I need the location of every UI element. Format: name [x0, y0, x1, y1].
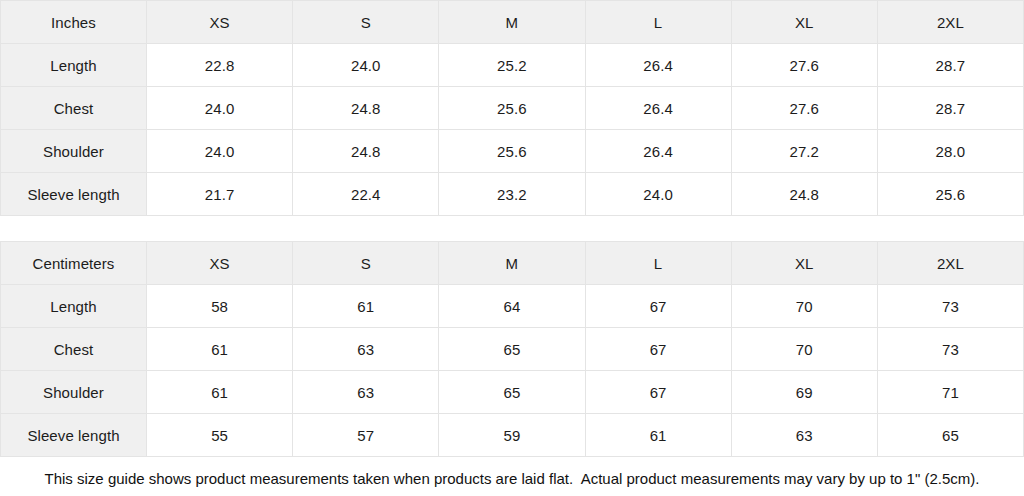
cell-value: 58: [147, 285, 293, 328]
cell-value: 61: [147, 371, 293, 414]
inches-unit-header: Inches: [0, 1, 147, 44]
inches-table: Inches XS S M L XL 2XL Length 22.8 24.0 …: [0, 0, 1024, 216]
cell-value: 23.2: [439, 173, 585, 216]
table-row-centimeters-chest: Chest 61 63 65 67 70 73: [0, 328, 1024, 371]
table-gap: [0, 216, 1024, 241]
cell-value: 24.0: [147, 130, 293, 173]
centimeters-column-header-2xl: 2XL: [878, 242, 1024, 285]
cell-value: 24.0: [147, 87, 293, 130]
cell-value: 28.7: [878, 44, 1024, 87]
centimeters-unit-header: Centimeters: [0, 242, 147, 285]
cell-value: 25.6: [439, 130, 585, 173]
row-label: Length: [0, 44, 147, 87]
cell-value: 63: [732, 414, 878, 457]
cell-value: 61: [147, 328, 293, 371]
table-row-centimeters-shoulder: Shoulder 61 63 65 67 69 71: [0, 371, 1024, 414]
cell-value: 26.4: [586, 130, 732, 173]
centimeters-column-header-xs: XS: [147, 242, 293, 285]
row-label: Length: [0, 285, 147, 328]
cell-value: 71: [878, 371, 1024, 414]
cell-value: 65: [439, 328, 585, 371]
row-label: Shoulder: [0, 130, 147, 173]
row-label: Chest: [0, 328, 147, 371]
cell-value: 24.0: [586, 173, 732, 216]
row-label: Sleeve length: [0, 414, 147, 457]
cell-value: 27.6: [732, 87, 878, 130]
size-guide: Inches XS S M L XL 2XL Length 22.8 24.0 …: [0, 0, 1024, 496]
table-row-inches-chest: Chest 24.0 24.8 25.6 26.4 27.6 28.7: [0, 87, 1024, 130]
row-label: Sleeve length: [0, 173, 147, 216]
row-label: Shoulder: [0, 371, 147, 414]
cell-value: 63: [293, 371, 439, 414]
cell-value: 25.2: [439, 44, 585, 87]
size-guide-disclaimer: This size guide shows product measuremen…: [0, 457, 1024, 496]
cell-value: 64: [439, 285, 585, 328]
centimeters-column-header-xl: XL: [732, 242, 878, 285]
table-row-inches-shoulder: Shoulder 24.0 24.8 25.6 26.4 27.2 28.0: [0, 130, 1024, 173]
cell-value: 28.7: [878, 87, 1024, 130]
cell-value: 67: [586, 371, 732, 414]
cell-value: 69: [732, 371, 878, 414]
cell-value: 27.6: [732, 44, 878, 87]
cell-value: 27.2: [732, 130, 878, 173]
cell-value: 22.4: [293, 173, 439, 216]
cell-value: 61: [293, 285, 439, 328]
inches-column-header-m: M: [439, 1, 585, 44]
centimeters-header-row: Centimeters XS S M L XL 2XL: [0, 242, 1024, 285]
inches-column-header-2xl: 2XL: [878, 1, 1024, 44]
table-row-centimeters-sleeve-length: Sleeve length 55 57 59 61 63 65: [0, 414, 1024, 457]
cell-value: 65: [439, 371, 585, 414]
cell-value: 24.8: [293, 87, 439, 130]
inches-column-header-xl: XL: [732, 1, 878, 44]
cell-value: 24.8: [293, 130, 439, 173]
cell-value: 63: [293, 328, 439, 371]
cell-value: 73: [878, 285, 1024, 328]
cell-value: 59: [439, 414, 585, 457]
inches-header-row: Inches XS S M L XL 2XL: [0, 1, 1024, 44]
cell-value: 61: [586, 414, 732, 457]
table-row-inches-sleeve-length: Sleeve length 21.7 22.4 23.2 24.0 24.8 2…: [0, 173, 1024, 216]
cell-value: 22.8: [147, 44, 293, 87]
centimeters-column-header-l: L: [586, 242, 732, 285]
table-row-inches-length: Length 22.8 24.0 25.2 26.4 27.6 28.7: [0, 44, 1024, 87]
cell-value: 24.0: [293, 44, 439, 87]
cell-value: 21.7: [147, 173, 293, 216]
cell-value: 55: [147, 414, 293, 457]
inches-column-header-l: L: [586, 1, 732, 44]
row-label: Chest: [0, 87, 147, 130]
centimeters-column-header-s: S: [293, 242, 439, 285]
cell-value: 70: [732, 285, 878, 328]
cell-value: 26.4: [586, 87, 732, 130]
cell-value: 65: [878, 414, 1024, 457]
cell-value: 24.8: [732, 173, 878, 216]
cell-value: 67: [586, 328, 732, 371]
inches-column-header-xs: XS: [147, 1, 293, 44]
inches-column-header-s: S: [293, 1, 439, 44]
cell-value: 67: [586, 285, 732, 328]
cell-value: 26.4: [586, 44, 732, 87]
centimeters-column-header-m: M: [439, 242, 585, 285]
cell-value: 28.0: [878, 130, 1024, 173]
cell-value: 25.6: [878, 173, 1024, 216]
centimeters-table: Centimeters XS S M L XL 2XL Length 58 61…: [0, 241, 1024, 457]
table-row-centimeters-length: Length 58 61 64 67 70 73: [0, 285, 1024, 328]
cell-value: 70: [732, 328, 878, 371]
cell-value: 25.6: [439, 87, 585, 130]
cell-value: 73: [878, 328, 1024, 371]
cell-value: 57: [293, 414, 439, 457]
